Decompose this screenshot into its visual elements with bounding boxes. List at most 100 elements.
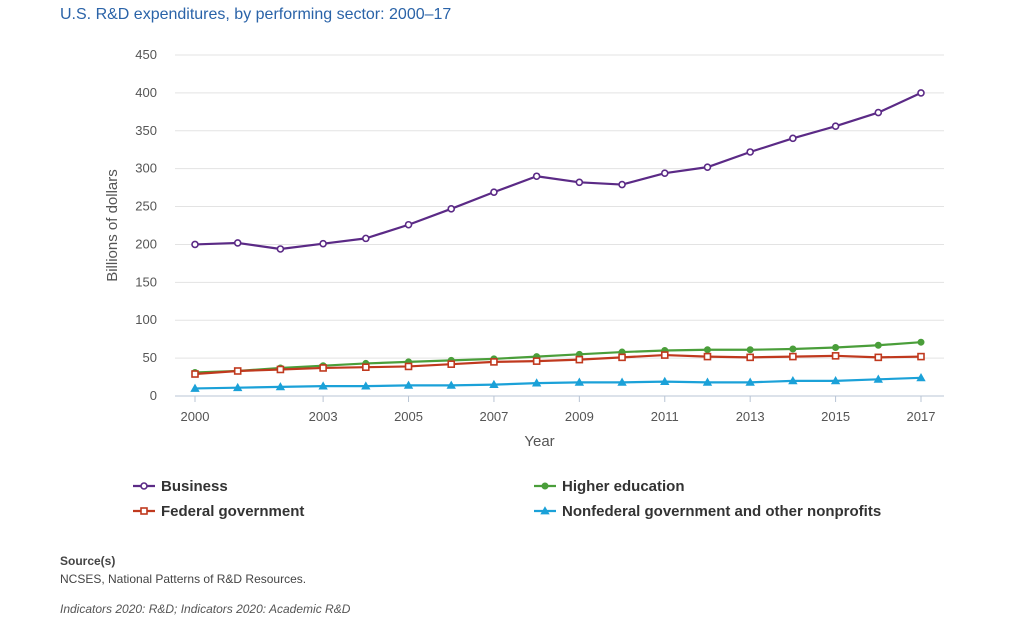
series-line-business: [194, 91, 922, 251]
data-point-business: [362, 234, 370, 243]
data-point-business: [276, 245, 285, 253]
series-nonfederal: [190, 373, 926, 392]
data-point-nonfederal: [446, 380, 456, 389]
y-tick-label: 50: [143, 350, 157, 365]
series-line-nonfederal: [194, 376, 922, 390]
data-point-nonfederal: [233, 382, 243, 392]
indicators-note: Indicators 2020: R&D; Indicators 2020: A…: [60, 602, 351, 616]
legend-item-business: Business: [133, 478, 228, 495]
data-point-federal_government: [191, 370, 199, 378]
y-tick-label: 300: [135, 161, 157, 176]
data-point-business: [660, 169, 669, 178]
data-point-federal_government: [703, 352, 712, 361]
data-point-nonfederal: [873, 374, 883, 383]
x-tick-label: 2011: [651, 409, 679, 424]
gridlines: [175, 54, 944, 397]
data-point-business: [703, 163, 712, 171]
data-point-federal_government: [276, 365, 285, 374]
data-point-nonfederal: [531, 378, 542, 387]
legend-swatch-marker: [540, 506, 550, 515]
series-lines: [190, 89, 926, 392]
x-tick-label: 2009: [565, 409, 594, 424]
data-point-federal_government: [319, 364, 327, 372]
legend-swatch-marker: [140, 482, 148, 490]
data-point-business: [831, 122, 840, 131]
data-point-federal_government: [490, 358, 498, 366]
data-point-nonfederal: [403, 380, 414, 389]
data-point-nonfederal: [361, 381, 371, 390]
y-tick-label: 150: [135, 274, 157, 289]
data-point-federal_government: [917, 352, 925, 361]
x-axis-title: Year: [524, 433, 554, 450]
data-point-federal_government: [746, 353, 754, 362]
data-point-higher_education: [703, 346, 711, 354]
data-point-business: [233, 239, 242, 247]
x-tick-label: 2005: [394, 409, 423, 424]
data-point-federal_government: [447, 360, 456, 368]
data-point-federal_government: [575, 355, 584, 364]
data-point-nonfederal: [190, 383, 200, 392]
legend-label: Nonfederal government and other nonprofi…: [562, 503, 881, 520]
x-tick-label: 2000: [181, 409, 210, 424]
legend-item-federal_government: Federal government: [133, 503, 304, 520]
x-tick-label: 2015: [821, 409, 850, 424]
y-tick-label: 450: [135, 47, 157, 62]
data-point-higher_education: [917, 338, 925, 346]
legend-item-higher_education: Higher education: [534, 478, 685, 495]
data-point-higher_education: [789, 345, 797, 353]
data-point-business: [490, 188, 498, 196]
data-point-federal_government: [874, 353, 883, 362]
data-point-business: [789, 134, 797, 143]
series-line-higher_education: [194, 341, 922, 374]
data-point-business: [746, 148, 754, 156]
y-tick-label: 400: [135, 85, 157, 100]
data-point-nonfederal: [788, 376, 798, 385]
legend-label: Federal government: [161, 503, 304, 520]
y-tick-label: 250: [135, 199, 157, 214]
x-tick-label: 2007: [479, 409, 508, 424]
legend-item-nonfederal: Nonfederal government and other nonprofi…: [534, 503, 881, 520]
data-point-business: [532, 172, 541, 181]
y-tick-label: 200: [135, 236, 157, 251]
data-point-nonfederal: [745, 377, 755, 386]
x-tick-label: 2003: [309, 409, 338, 424]
y-tick-label: 0: [150, 388, 157, 403]
data-point-higher_education: [832, 344, 840, 352]
data-point-nonfederal: [617, 377, 627, 386]
data-point-federal_government: [618, 353, 626, 362]
data-point-nonfederal: [574, 377, 585, 386]
data-point-business: [917, 89, 925, 97]
x-tick-label: 2017: [907, 409, 936, 424]
legend-label: Business: [161, 478, 228, 495]
y-axis-title: Billions of dollars: [104, 169, 121, 282]
y-tick-label: 350: [135, 123, 157, 138]
legend-swatch-marker: [140, 507, 148, 515]
data-point-nonfederal: [830, 376, 841, 385]
series-business: [191, 89, 925, 253]
data-point-business: [874, 108, 883, 117]
data-point-federal_government: [789, 352, 797, 361]
data-point-business: [575, 178, 584, 187]
data-point-federal_government: [831, 352, 840, 360]
legend-swatch-marker: [541, 482, 549, 490]
series-higher_education: [191, 338, 925, 377]
data-point-federal_government: [362, 363, 370, 372]
data-point-nonfederal: [318, 381, 328, 390]
source-heading: Source(s): [60, 554, 116, 568]
source-text: NCSES, National Patterns of R&D Resource…: [60, 572, 307, 586]
series-line-federal_government: [194, 353, 922, 376]
series-federal_government: [191, 351, 925, 378]
data-point-nonfederal: [489, 379, 499, 389]
source-block: Source(s) NCSES, National Patterns of R&…: [60, 552, 306, 588]
data-point-nonfederal: [275, 382, 286, 391]
data-point-nonfederal: [702, 377, 713, 386]
data-point-higher_education: [874, 341, 882, 349]
axes: 0 50 100 150 200 250 300 350 400 450 2000 2003 2005 2…: [104, 47, 935, 450]
line-chart: 0 50 100 150 200 250 300 350 400 450 2000 2003 2005 2…: [104, 47, 944, 520]
data-point-business: [319, 239, 327, 248]
data-point-federal_government: [532, 357, 541, 365]
x-tick-label: 2013: [736, 409, 765, 424]
data-point-higher_education: [746, 346, 754, 354]
data-point-business: [618, 180, 626, 189]
data-point-business: [404, 220, 413, 229]
